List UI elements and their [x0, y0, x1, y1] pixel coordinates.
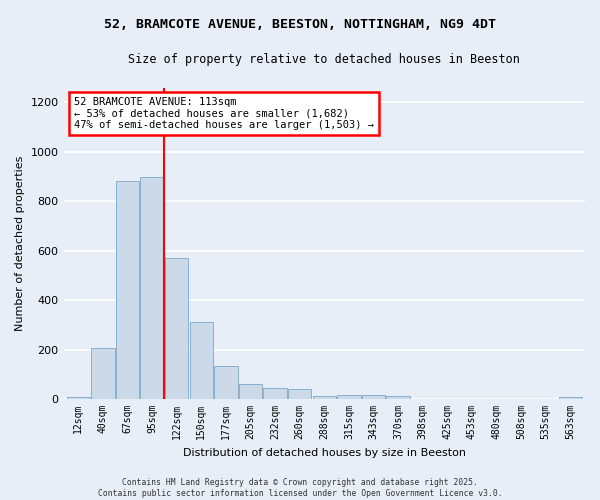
Bar [190, 322, 213, 399]
Bar [263, 388, 287, 399]
Text: 52, BRAMCOTE AVENUE, BEESTON, NOTTINGHAM, NG9 4DT: 52, BRAMCOTE AVENUE, BEESTON, NOTTINGHAM… [104, 18, 496, 30]
Bar [165, 258, 188, 399]
Bar [337, 394, 361, 399]
Bar [67, 396, 90, 399]
Bar [116, 182, 139, 399]
Bar [239, 384, 262, 399]
X-axis label: Distribution of detached houses by size in Beeston: Distribution of detached houses by size … [183, 448, 466, 458]
Bar [214, 366, 238, 399]
Bar [559, 397, 582, 399]
Bar [386, 396, 410, 399]
Y-axis label: Number of detached properties: Number of detached properties [15, 156, 25, 331]
Bar [91, 348, 115, 399]
Text: 52 BRAMCOTE AVENUE: 113sqm
← 53% of detached houses are smaller (1,682)
47% of s: 52 BRAMCOTE AVENUE: 113sqm ← 53% of deta… [74, 97, 374, 130]
Bar [288, 389, 311, 399]
Bar [140, 176, 164, 399]
Text: Contains HM Land Registry data © Crown copyright and database right 2025.
Contai: Contains HM Land Registry data © Crown c… [98, 478, 502, 498]
Bar [313, 396, 336, 399]
Title: Size of property relative to detached houses in Beeston: Size of property relative to detached ho… [128, 52, 520, 66]
Bar [362, 396, 385, 399]
